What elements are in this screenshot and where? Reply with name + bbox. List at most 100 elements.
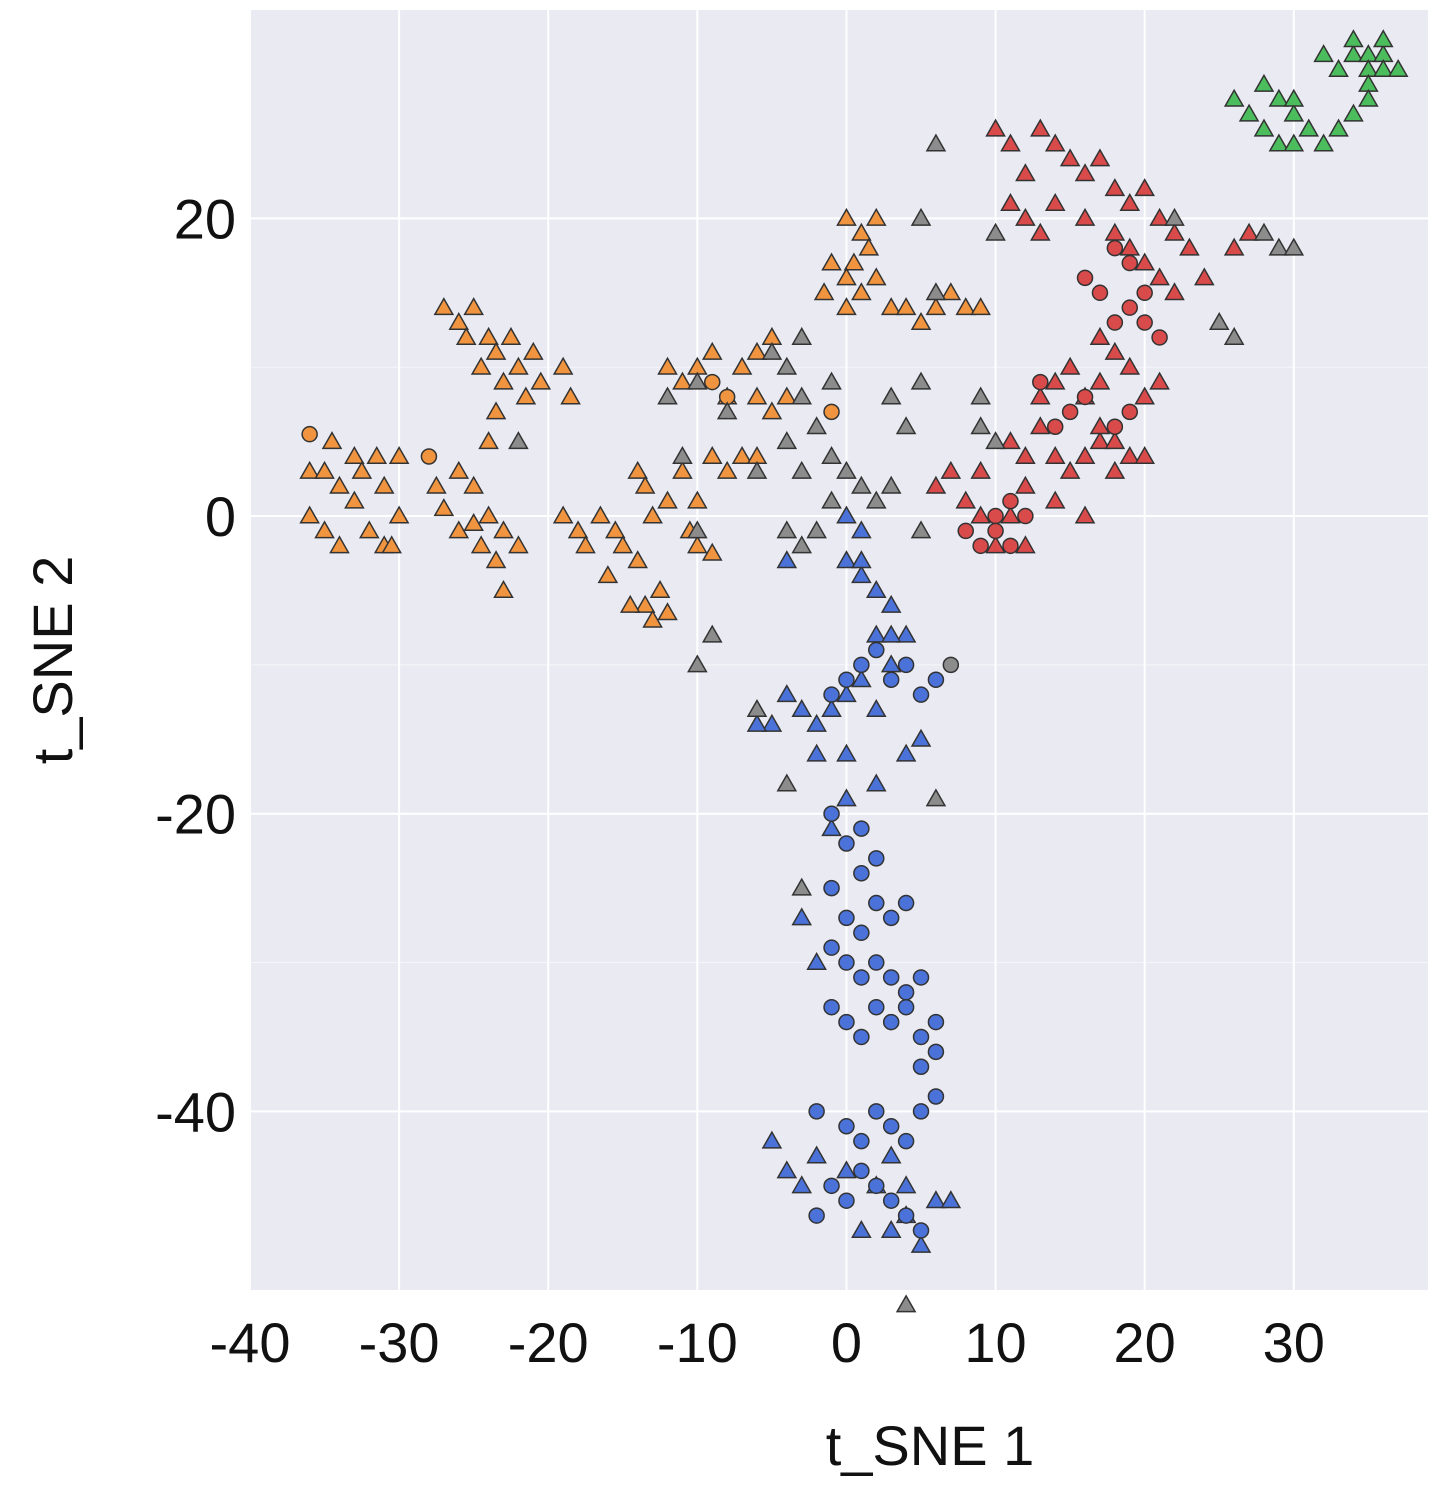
circle-point	[868, 998, 885, 1016]
triangle-point	[1089, 431, 1111, 450]
circle-point	[927, 1013, 945, 1031]
triangle-point	[1000, 505, 1021, 524]
triangle-point	[776, 520, 798, 539]
triangle-point	[1059, 460, 1081, 479]
triangle-point	[851, 565, 872, 584]
triangle-point	[1313, 44, 1334, 63]
triangle-point	[836, 743, 857, 762]
circle-point	[1106, 239, 1124, 257]
circle-point	[823, 939, 840, 956]
triangle-point	[687, 371, 708, 390]
triangle-point	[321, 431, 343, 450]
circle-point	[912, 1058, 930, 1075]
triangle-point	[701, 542, 723, 561]
triangle-point	[1074, 505, 1096, 524]
triangle-point	[470, 356, 492, 375]
circle-point	[853, 656, 870, 674]
triangle-point	[1030, 222, 1051, 241]
triangle-point	[761, 1130, 783, 1149]
triangle-point	[567, 520, 589, 539]
triangle-point	[910, 207, 932, 226]
triangle-point	[791, 460, 813, 479]
triangle-point	[1149, 371, 1170, 390]
circle-point	[420, 448, 438, 465]
triangle-point	[985, 431, 1006, 450]
triangle-point	[1253, 73, 1275, 92]
circle-point	[927, 671, 945, 689]
triangle-point	[791, 699, 813, 718]
triangle-point	[552, 505, 574, 524]
triangle-point	[426, 475, 447, 494]
triangle-point	[940, 282, 962, 301]
circle-point	[1121, 403, 1139, 421]
triangle-point	[1000, 133, 1021, 152]
series-3	[1223, 29, 1409, 152]
triangle-point	[776, 550, 798, 569]
triangle-point	[508, 356, 529, 375]
triangle-point	[1194, 267, 1215, 286]
triangle-point	[940, 1190, 962, 1209]
triangle-point	[1015, 163, 1036, 182]
circle-point	[838, 909, 855, 927]
triangle-point	[970, 460, 991, 479]
triangle-point	[657, 490, 678, 509]
triangle-point	[1298, 118, 1320, 137]
triangle-point	[821, 490, 842, 509]
triangle-point	[500, 326, 522, 345]
triangle-point	[575, 535, 596, 554]
circle-point	[853, 969, 870, 986]
circle-point	[853, 865, 870, 882]
circle-point	[868, 1177, 885, 1195]
triangle-point	[895, 416, 917, 435]
circle-point	[897, 998, 915, 1016]
triangle-point	[1343, 103, 1364, 122]
triangle-point	[865, 579, 887, 598]
triangle-point	[448, 460, 470, 479]
triangle-point	[910, 1234, 932, 1253]
triangle-point	[634, 475, 656, 494]
triangle-point	[1223, 326, 1245, 345]
triangle-point	[985, 222, 1006, 241]
triangle-point	[329, 535, 350, 554]
triangle-point	[1059, 148, 1081, 167]
triangle-point	[605, 520, 626, 539]
triangle-point	[791, 535, 813, 554]
triangle-point	[985, 535, 1006, 554]
triangle-point	[657, 386, 678, 405]
triangle-point	[791, 907, 813, 926]
triangle-point	[731, 356, 753, 375]
triangle-point	[1134, 178, 1155, 197]
triangle-point	[1030, 386, 1051, 405]
triangle-point	[1283, 88, 1305, 107]
circle-point	[853, 820, 870, 837]
circle-point	[912, 969, 930, 986]
triangle-point	[746, 341, 768, 360]
triangle-point	[970, 416, 991, 435]
triangle-point	[1015, 207, 1036, 226]
triangle-point	[1328, 59, 1349, 78]
triangle-point	[1074, 163, 1096, 182]
triangle-point	[612, 535, 634, 554]
triangle-point	[761, 713, 783, 732]
triangle-point	[865, 267, 887, 286]
triangle-point	[381, 535, 402, 554]
triangle-point	[716, 460, 738, 479]
triangle-point	[776, 356, 798, 375]
triangle-point	[642, 505, 663, 524]
triangle-point	[523, 341, 544, 360]
circle-point	[1046, 418, 1064, 435]
triangle-point	[478, 326, 499, 345]
circle-point	[1002, 537, 1019, 555]
triangle-point	[1044, 192, 1066, 211]
series-4	[508, 133, 1305, 1313]
triangle-point	[1149, 267, 1170, 286]
triangle-point	[687, 520, 708, 539]
triangle-point	[865, 773, 887, 792]
triangle-point	[1119, 356, 1141, 375]
triangle-point	[1208, 312, 1230, 331]
data-points	[299, 29, 1409, 1313]
triangle-point	[851, 669, 872, 688]
triangle-point	[701, 445, 723, 465]
triangle-point	[1104, 460, 1126, 479]
